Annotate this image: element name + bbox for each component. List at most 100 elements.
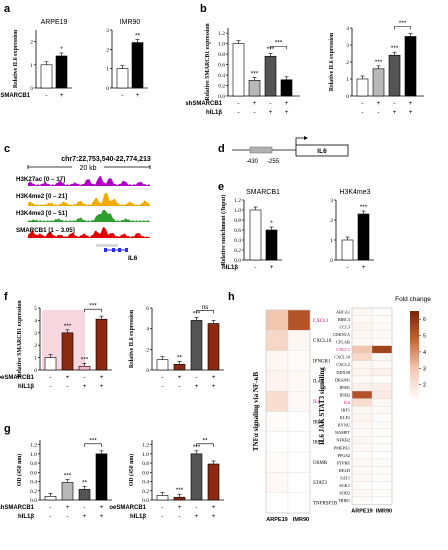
significance-bracket [196,443,214,447]
heatmap-cell [371,360,393,369]
heatmap-border [265,309,311,514]
condition-symbol: + [212,383,216,390]
heatmap-cell [371,421,393,429]
condition-symbol: - [361,100,363,107]
heatmap-cell [351,421,373,429]
heatmap-gene-label: PPGS2 [338,453,350,458]
heatmap-gene-label: TRIB1 [338,498,350,503]
heatmap-cell [351,390,373,399]
heatmap-cell [371,413,393,422]
heatmap-cell [287,472,311,493]
heatmap-cell [265,370,289,392]
panel-letter-a: a [4,3,11,15]
condition-row-label: hIL1β [18,384,34,390]
heatmap-cell [351,405,373,414]
heatmap-h2: ABCA1 BIRC3 CCL3 CDKN1A CFLAR CXCL1 CXCL10 CXCL… [318,307,393,514]
condition-symbol: - [178,513,180,520]
condition-symbol: - [83,504,85,511]
heatmap-border [351,307,393,505]
heatmap-column-label: ARPE19 [266,517,287,523]
genomic-coordinates: chr7:22,753,540-22,774,213 [61,156,151,163]
heatmap-gene-label: PTPRE [337,460,350,465]
y-tick-label: 0.8 [142,461,149,467]
heatmap-cell [371,489,393,497]
heatmap-cell [351,451,373,460]
significance-label: * [60,46,63,53]
bracket-label: ns [202,304,210,311]
y-tick-label: 2 [34,343,37,349]
fold-change-colorbar [410,311,419,401]
bar-charts: 0 1 2 Relative IL6 expression ARPE19 * shSMARC… [0,19,424,520]
y-tick-label: 1 [346,77,349,83]
track-label: SMARCB1 [1 – 3.05] [16,227,75,234]
y-axis-label: Relative enrichment (/Input) [220,195,227,266]
y-tick-label: 3 [346,43,349,49]
heatmap-gene-label: BIRC3 [338,317,350,322]
y-tick-label: 0.4 [234,238,241,244]
signal-track [28,227,150,238]
condition-symbol: + [66,504,70,511]
promoter-region [249,146,273,154]
heatmap-pathway-label: IL6 JAK STAT3 signaling [318,367,326,445]
heatmap-cell [371,307,393,316]
condition-row-label: shSMARCB1 [0,505,35,511]
panel-letter-c: c [4,143,10,155]
y-tick-label: 0 [330,258,333,264]
condition-symbol: + [83,513,87,520]
promoter-gene-label: IL6 [317,148,327,155]
chart-title: SMARCB1 [246,189,280,196]
condition-symbol: + [377,100,381,107]
bracket-label: ** [202,437,208,444]
heatmap-column-label: IMR90 [376,508,392,514]
bar [95,453,108,501]
heatmap-cell [351,307,373,316]
bar-chart-b1: 0.0 0.2 0.4 0.6 0.8 1.0 1.2 Relative SMARCB1 ex… [185,23,300,116]
heatmap-cell [351,345,373,354]
condition-symbol: + [285,100,289,107]
heatmap-cell [371,473,393,482]
y-tick-label: 1 [330,238,333,244]
heatmap-cell [351,360,373,369]
bar [173,496,186,501]
bar-chart-b2: 0 1 2 3 4 Relative IL6 expression *** *** *** - + -… [329,20,424,116]
condition-symbol: + [100,374,104,381]
heatmap-gene-label: ABCA1 [336,309,350,314]
heatmap-cell [287,411,311,432]
panel-letter-d: d [218,143,225,155]
bar [372,68,385,97]
heatmap-cell [287,350,311,372]
heatmap-gene-label: PMEPA1 [334,445,350,450]
condition-symbol: + [393,109,397,116]
heatmap-cell [351,353,373,361]
heatmap-cell [371,436,393,445]
scale-bar-label: 20 kb [79,165,96,172]
heatmap-column-label: ARPE19 [351,508,372,514]
condition-row-label: shSMARCB1 [0,93,31,99]
bar [78,489,91,501]
bar [40,64,53,89]
heatmap-cell [351,428,373,437]
heatmap-gene-label: STAT3 [313,481,328,486]
bar [190,453,203,501]
legend-title: Fold change [395,296,431,303]
y-tick-label: 4 [34,318,37,324]
heatmap-cell [371,466,393,475]
bar-chart-a2: 0 1 2 3 IMR90 ** - + [106,19,148,99]
heatmap-cell [371,383,393,392]
genome-browser-panel: chr7:22,753,540-22,774,213 20 kb H3K27ac… [16,156,151,262]
condition-row-label: hIL1β [18,514,34,520]
y-axis-label: Relative IL6 expression [13,29,19,88]
bar [280,79,293,97]
panel-letter-h: h [228,291,235,303]
y-tick-label: 0.0 [30,498,37,504]
y-axis-label: OD (450 nm) [128,454,135,486]
bar [248,80,261,97]
chart-title: IMR90 [120,19,141,26]
bar [78,365,91,371]
bar [207,463,220,501]
condition-symbol: + [195,383,199,390]
condition-symbol: - [346,264,348,271]
heatmap-gene-label: IL6 [313,400,321,405]
y-tick-label: 1.2 [142,443,149,449]
